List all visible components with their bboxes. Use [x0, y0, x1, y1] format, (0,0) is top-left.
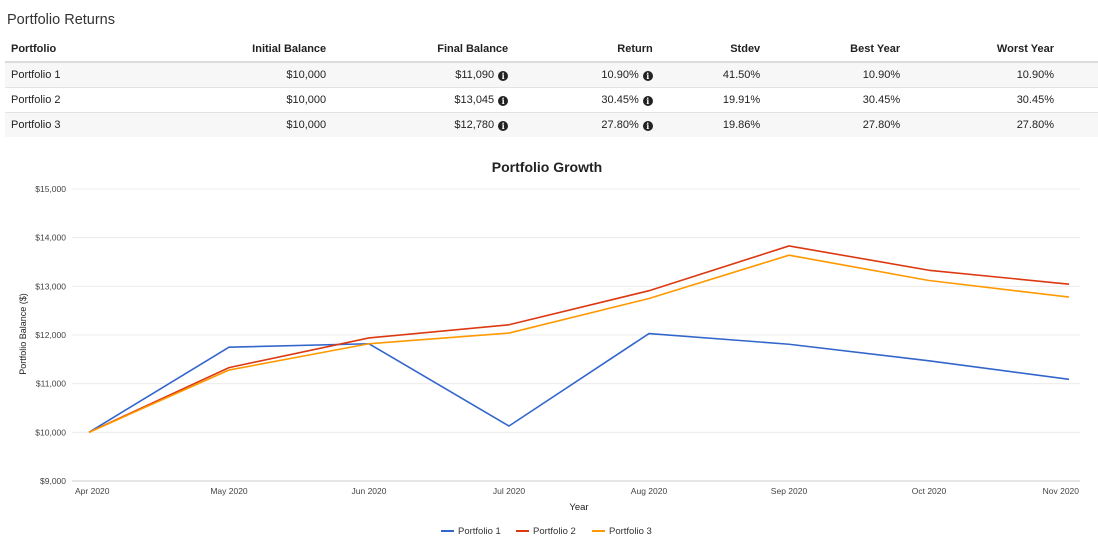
legend-label: Portfolio 1: [458, 526, 501, 537]
x-tick-label: Apr 2020: [75, 486, 110, 496]
y-tick-labels: $9,000 $10,000 $11,000 $12,000 $13,000 $14,00…: [35, 184, 66, 486]
legend-label: Portfolio 3: [609, 526, 652, 537]
cell-stdev: 19.86%: [658, 112, 767, 137]
y-axis-title: Portfolio Balance ($): [18, 293, 28, 375]
cell-return: 10.90% i: [514, 62, 659, 88]
x-tick-label: Oct 2020: [912, 486, 947, 496]
x-tick-label: Jul 2020: [493, 486, 525, 496]
cell-initial-balance: $10,000: [131, 62, 333, 88]
cell-portfolio-name: Portfolio 1: [5, 62, 132, 88]
series-line-portfolio-2[interactable]: [88, 245, 1070, 434]
cell-best-year: 30.45%: [766, 87, 907, 113]
info-circle-icon[interactable]: i: [498, 96, 509, 106]
y-tick-label: $10,000: [35, 427, 66, 437]
table-header-row: Portfolio Initial Balance Final Balance …: [5, 37, 1098, 63]
section-title: Portfolio Returns: [7, 12, 115, 28]
legend-item-portfolio-3[interactable]: Portfolio 3: [592, 526, 652, 537]
cell-final-balance: $13,045 i: [332, 87, 515, 113]
info-circle-icon[interactable]: i: [642, 96, 653, 106]
cell-initial-balance: $10,000: [131, 87, 333, 113]
x-axis-title: Year: [569, 502, 588, 513]
legend-item-portfolio-2[interactable]: Portfolio 2: [516, 526, 576, 537]
info-circle-icon[interactable]: i: [642, 71, 653, 81]
legend: Portfolio 1 Portfolio 2 Portfolio 3: [441, 526, 652, 537]
final-balance-value: $11,090: [455, 69, 495, 81]
column-header-final-balance[interactable]: Final Balance: [332, 37, 515, 63]
series-line-portfolio-3[interactable]: [88, 254, 1070, 434]
final-balance-value: $13,045: [454, 94, 495, 106]
cell-portfolio-name: Portfolio 2: [5, 87, 132, 113]
y-tick-label: $13,000: [35, 281, 66, 291]
x-tick-label: May 2020: [210, 486, 248, 496]
return-value: 10.90%: [601, 69, 639, 81]
column-header-return[interactable]: Return: [514, 37, 659, 63]
y-tick-label: $9,000: [40, 476, 66, 486]
final-balance-value: $12,780: [454, 119, 495, 131]
column-header-portfolio[interactable]: Portfolio: [5, 37, 132, 63]
series-lines: [88, 245, 1070, 434]
cell-worst-year: 27.80%: [906, 112, 1098, 137]
cell-initial-balance: $10,000: [131, 112, 333, 137]
column-header-worst-year[interactable]: Worst Year: [906, 37, 1098, 63]
return-value: 27.80%: [601, 119, 639, 131]
info-circle-icon[interactable]: i: [498, 121, 509, 131]
cell-best-year: 10.90%: [766, 62, 907, 88]
x-tick-label: Nov 2020: [1043, 486, 1080, 496]
info-circle-icon[interactable]: i: [498, 71, 509, 81]
cell-worst-year: 10.90%: [906, 62, 1098, 88]
column-header-best-year[interactable]: Best Year: [766, 37, 907, 63]
table-row: Portfolio 1 $10,000 $11,090 i 10.90% i 41.…: [5, 62, 1098, 88]
gridlines: [72, 188, 1080, 482]
portfolio-returns-table: Portfolio Initial Balance Final Balance …: [5, 37, 1098, 137]
info-circle-icon[interactable]: i: [642, 121, 653, 131]
column-header-stdev[interactable]: Stdev: [658, 37, 767, 63]
legend-item-portfolio-1[interactable]: Portfolio 1: [441, 526, 501, 537]
cell-final-balance: $12,780 i: [332, 112, 515, 137]
cell-stdev: 41.50%: [658, 62, 767, 88]
x-tick-label: Aug 2020: [631, 486, 668, 496]
cell-best-year: 27.80%: [766, 112, 907, 137]
x-tick-labels: Apr 2020 May 2020 Jun 2020 Jul 2020 Aug 2020…: [75, 486, 1079, 496]
x-tick-label: Jun 2020: [352, 486, 387, 496]
legend-label: Portfolio 2: [533, 526, 576, 537]
y-tick-label: $11,000: [36, 379, 66, 389]
cell-stdev: 19.91%: [658, 87, 767, 113]
cell-portfolio-name: Portfolio 3: [5, 112, 132, 137]
return-value: 30.45%: [601, 94, 639, 106]
table-row: Portfolio 2 $10,000 $13,045 i 30.45% i 19.…: [5, 87, 1098, 113]
x-tick-label: Sep 2020: [771, 486, 808, 496]
cell-worst-year: 30.45%: [906, 87, 1098, 113]
series-line-portfolio-1[interactable]: [88, 332, 1070, 434]
chart-title: Portfolio Growth: [492, 159, 602, 175]
cell-return: 30.45% i: [514, 87, 659, 113]
y-tick-label: $12,000: [35, 330, 66, 340]
portfolio-growth-chart: Portfolio Growth $9,000 $10,000 $11,000 $12…: [18, 159, 1080, 537]
table-row: Portfolio 3 $10,000 $12,780 i 27.80% i 19.…: [5, 112, 1098, 137]
y-tick-label: $15,000: [35, 184, 66, 194]
cell-final-balance: $11,090 i: [332, 62, 515, 88]
y-tick-label: $14,000: [35, 233, 66, 243]
column-header-initial-balance[interactable]: Initial Balance: [131, 37, 333, 63]
cell-return: 27.80% i: [514, 112, 659, 137]
